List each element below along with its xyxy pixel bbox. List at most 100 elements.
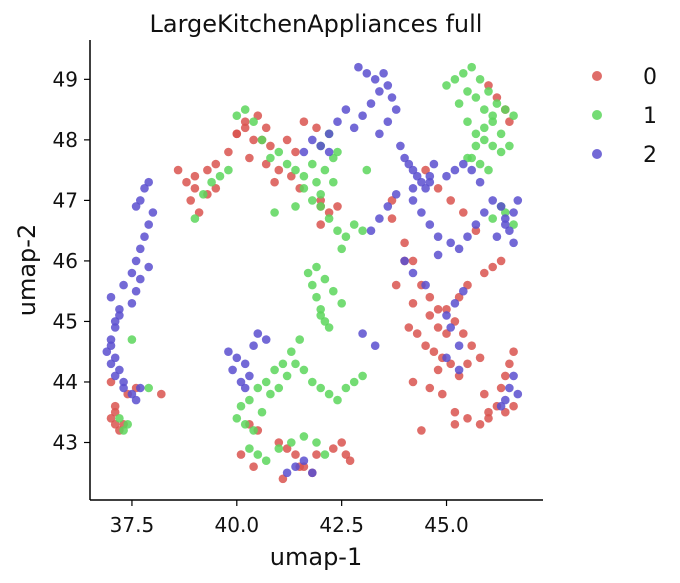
point-series-0 bbox=[433, 365, 443, 375]
point-series-2 bbox=[442, 353, 451, 363]
point-series-2 bbox=[408, 196, 418, 205]
point-series-1 bbox=[488, 111, 498, 120]
point-series-0 bbox=[211, 184, 221, 193]
point-series-1 bbox=[282, 371, 292, 381]
point-series-1 bbox=[450, 75, 460, 84]
point-series-2 bbox=[131, 395, 141, 405]
point-series-0 bbox=[488, 262, 498, 272]
point-series-2 bbox=[115, 305, 124, 314]
point-series-1 bbox=[501, 105, 510, 114]
point-series-1 bbox=[475, 75, 485, 84]
point-series-2 bbox=[379, 69, 388, 78]
point-series-1 bbox=[291, 202, 300, 211]
point-series-1 bbox=[253, 450, 263, 459]
point-series-1 bbox=[349, 377, 359, 387]
legend-marker-2 bbox=[592, 149, 602, 159]
point-series-0 bbox=[450, 317, 460, 326]
point-series-2 bbox=[459, 286, 468, 296]
point-series-2 bbox=[396, 141, 405, 151]
point-series-0 bbox=[312, 450, 321, 459]
point-series-0 bbox=[433, 184, 443, 193]
point-series-1 bbox=[270, 208, 279, 217]
x-tick-label: 42.5 bbox=[319, 513, 364, 537]
point-series-0 bbox=[249, 462, 258, 472]
point-series-1 bbox=[480, 135, 489, 145]
point-series-2 bbox=[425, 220, 435, 229]
point-series-0 bbox=[501, 407, 510, 417]
y-ticks: 43 44 45 46 47 48 49 bbox=[53, 67, 90, 455]
point-series-0 bbox=[173, 165, 183, 175]
point-series-0 bbox=[475, 353, 485, 363]
point-series-2 bbox=[513, 196, 523, 205]
point-series-1 bbox=[496, 129, 506, 139]
point-series-1 bbox=[463, 153, 472, 163]
point-series-0 bbox=[245, 153, 254, 163]
x-tick-label: 45.0 bbox=[424, 513, 469, 537]
point-series-0 bbox=[417, 426, 426, 435]
point-series-1 bbox=[287, 347, 296, 357]
point-series-2 bbox=[366, 99, 376, 108]
point-series-2 bbox=[467, 165, 477, 175]
point-series-0 bbox=[274, 165, 284, 175]
point-series-2 bbox=[282, 468, 292, 478]
point-series-1 bbox=[329, 286, 338, 296]
point-series-1 bbox=[308, 280, 317, 290]
point-series-2 bbox=[505, 226, 514, 235]
point-series-2 bbox=[454, 365, 464, 375]
point-series-2 bbox=[110, 317, 120, 326]
point-series-1 bbox=[299, 365, 309, 375]
point-series-1 bbox=[454, 99, 464, 108]
point-series-1 bbox=[463, 87, 472, 96]
y-tick-label: 45 bbox=[53, 309, 78, 333]
point-series-0 bbox=[240, 123, 250, 133]
point-series-1 bbox=[207, 177, 216, 187]
point-series-2 bbox=[299, 147, 309, 157]
point-series-0 bbox=[412, 329, 422, 338]
point-series-0 bbox=[408, 256, 418, 266]
point-series-0 bbox=[467, 341, 477, 351]
point-series-1 bbox=[261, 456, 271, 466]
point-series-0 bbox=[329, 444, 338, 453]
point-series-0 bbox=[433, 323, 443, 332]
point-series-1 bbox=[232, 414, 242, 423]
point-series-1 bbox=[115, 414, 124, 423]
point-series-1 bbox=[287, 438, 296, 447]
point-series-0 bbox=[446, 196, 456, 205]
point-series-1 bbox=[144, 383, 153, 393]
point-series-0 bbox=[404, 323, 414, 332]
point-series-1 bbox=[316, 202, 326, 211]
point-series-1 bbox=[316, 383, 326, 393]
point-series-0 bbox=[471, 226, 481, 235]
point-series-2 bbox=[492, 232, 502, 241]
point-series-2 bbox=[341, 105, 351, 114]
point-series-0 bbox=[408, 377, 418, 387]
point-series-0 bbox=[463, 414, 472, 423]
point-series-0 bbox=[299, 117, 309, 126]
point-series-1 bbox=[249, 117, 258, 126]
point-series-2 bbox=[136, 196, 145, 205]
point-series-2 bbox=[370, 75, 380, 84]
point-series-1 bbox=[299, 184, 309, 193]
point-series-2 bbox=[106, 335, 116, 344]
point-series-0 bbox=[492, 93, 502, 102]
point-series-1 bbox=[249, 426, 258, 435]
point-series-1 bbox=[484, 87, 493, 96]
point-series-2 bbox=[501, 220, 510, 229]
point-series-2 bbox=[400, 153, 409, 163]
x-tick-label: 40.0 bbox=[215, 513, 260, 537]
point-series-2 bbox=[454, 341, 464, 351]
point-series-1 bbox=[501, 208, 510, 217]
point-series-2 bbox=[408, 165, 418, 175]
point-series-2 bbox=[391, 190, 401, 199]
point-series-2 bbox=[501, 395, 510, 405]
point-series-2 bbox=[383, 202, 393, 211]
point-series-2 bbox=[144, 262, 153, 272]
point-series-1 bbox=[324, 323, 334, 332]
point-series-2 bbox=[450, 299, 460, 308]
point-series-2 bbox=[408, 184, 418, 193]
legend-label-0: 0 bbox=[643, 65, 657, 90]
point-series-2 bbox=[412, 171, 422, 181]
point-series-2 bbox=[509, 208, 518, 217]
point-series-0 bbox=[454, 371, 464, 381]
